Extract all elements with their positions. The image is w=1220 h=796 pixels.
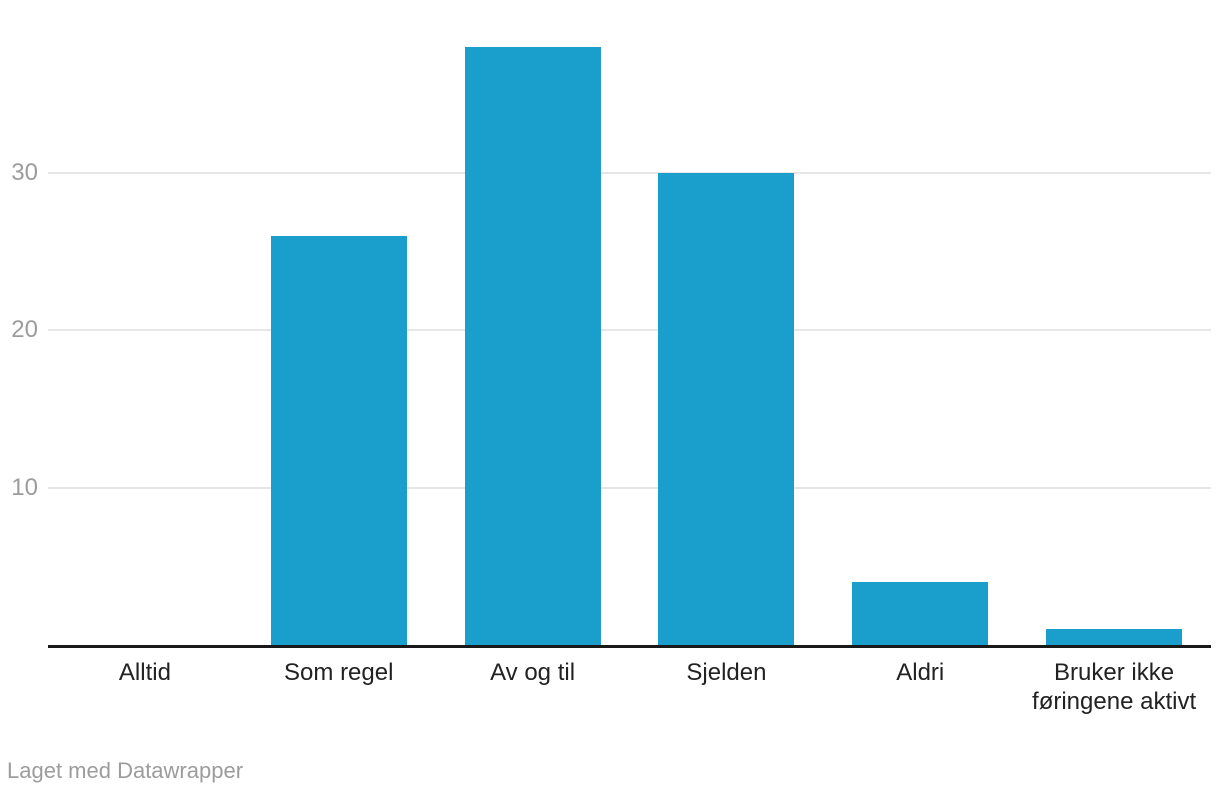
y-tick-label-10: 10	[11, 473, 38, 501]
x-axis-label-4: Aldri	[896, 659, 945, 686]
x-axis-label-3: Sjelden	[686, 659, 767, 686]
x-axis-label-2: Av og til	[490, 659, 576, 686]
datawrapper-credit-link[interactable]: Laget med Datawrapper	[7, 758, 244, 783]
gridline-30	[48, 171, 1211, 174]
gridline-20	[48, 329, 1211, 331]
x-axis-label-1: Som regel	[284, 659, 394, 686]
bar-3	[658, 172, 795, 648]
bar-1	[270, 235, 407, 648]
x-axis-line	[48, 645, 1211, 648]
bar-4	[852, 582, 989, 648]
plot-area	[48, 0, 1211, 648]
y-tick-label-20: 20	[11, 316, 38, 343]
y-tick-label-30: 30	[11, 158, 38, 186]
bar-2	[464, 46, 601, 648]
x-axis-label-5: Bruker ikke føringene aktivt	[1032, 659, 1197, 715]
x-axis-label-0: Alltid	[118, 659, 171, 686]
gridline-10	[48, 486, 1211, 489]
bar-5	[1046, 629, 1183, 648]
